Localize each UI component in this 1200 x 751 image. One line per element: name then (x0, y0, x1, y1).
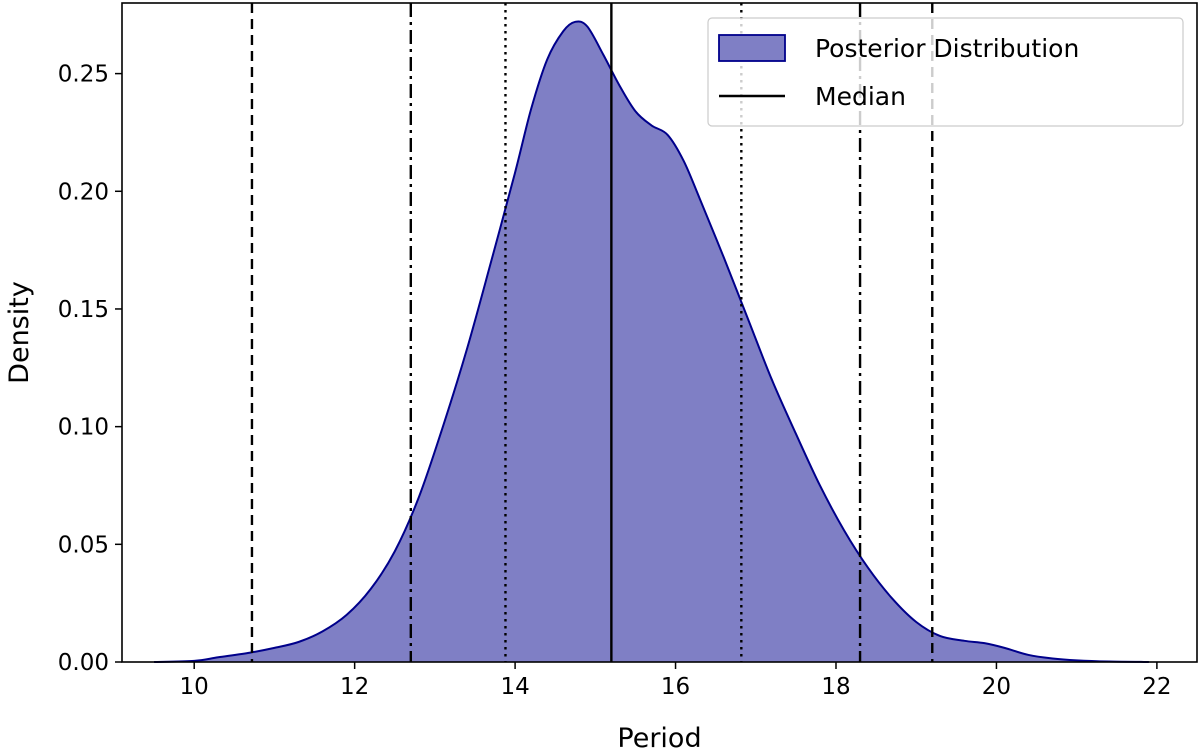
legend: Posterior Distribution Median (707, 17, 1184, 127)
y-tick-label: 0.00 (58, 650, 109, 676)
y-axis-title: Density (4, 281, 35, 384)
legend-label-posterior: Posterior Distribution (815, 34, 1079, 63)
y-tick-label: 0.15 (58, 297, 109, 323)
density-area (154, 21, 1149, 663)
density-curve (154, 20, 1149, 663)
legend-patch-posterior (718, 34, 786, 62)
x-tick-label: 12 (340, 674, 369, 700)
y-ticks: 0.00 0.05 0.10 0.15 0.20 0.25 (58, 62, 122, 676)
x-tick-label: 20 (982, 674, 1011, 700)
y-tick-label: 0.20 (58, 179, 109, 205)
legend-box (707, 17, 1184, 127)
x-axis-title: Period (617, 723, 701, 751)
x-tick-label: 18 (821, 674, 850, 700)
axes-frame (121, 2, 1198, 663)
y-tick-label: 0.10 (58, 415, 109, 441)
x-tick-label: 14 (500, 674, 529, 700)
legend-label-median: Median (815, 82, 906, 111)
y-tick-label: 0.05 (58, 532, 109, 558)
x-tick-label: 10 (180, 674, 209, 700)
y-tick-label: 0.25 (58, 62, 109, 88)
vertical-lines (250, 3, 934, 662)
x-tick-label: 22 (1142, 674, 1171, 700)
x-ticks: 10 12 14 16 18 20 22 (180, 662, 1172, 700)
plot-area (154, 20, 1149, 663)
x-tick-label: 16 (661, 674, 690, 700)
